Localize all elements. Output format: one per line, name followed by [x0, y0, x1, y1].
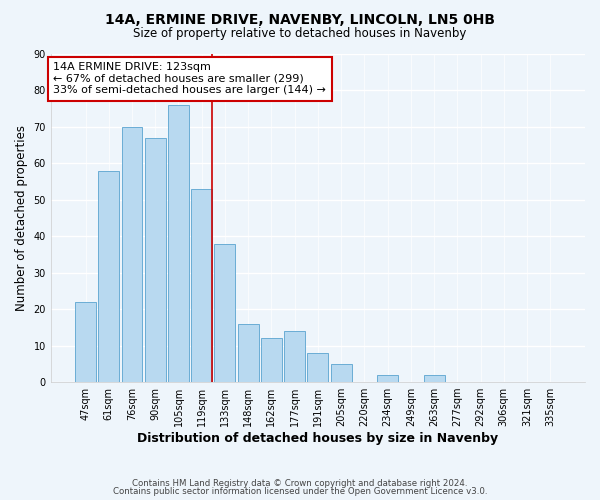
Bar — [145, 138, 166, 382]
Bar — [168, 105, 189, 382]
Bar — [424, 375, 445, 382]
Bar — [307, 353, 328, 382]
Y-axis label: Number of detached properties: Number of detached properties — [15, 125, 28, 311]
Text: Contains HM Land Registry data © Crown copyright and database right 2024.: Contains HM Land Registry data © Crown c… — [132, 478, 468, 488]
Text: 14A ERMINE DRIVE: 123sqm
← 67% of detached houses are smaller (299)
33% of semi-: 14A ERMINE DRIVE: 123sqm ← 67% of detach… — [53, 62, 326, 96]
Bar — [98, 170, 119, 382]
Bar — [191, 189, 212, 382]
X-axis label: Distribution of detached houses by size in Navenby: Distribution of detached houses by size … — [137, 432, 499, 445]
Bar — [284, 331, 305, 382]
Bar — [238, 324, 259, 382]
Text: Contains public sector information licensed under the Open Government Licence v3: Contains public sector information licen… — [113, 487, 487, 496]
Bar — [377, 375, 398, 382]
Bar — [261, 338, 282, 382]
Bar — [75, 302, 96, 382]
Text: 14A, ERMINE DRIVE, NAVENBY, LINCOLN, LN5 0HB: 14A, ERMINE DRIVE, NAVENBY, LINCOLN, LN5… — [105, 12, 495, 26]
Bar — [122, 127, 142, 382]
Bar — [331, 364, 352, 382]
Text: Size of property relative to detached houses in Navenby: Size of property relative to detached ho… — [133, 28, 467, 40]
Bar — [214, 244, 235, 382]
